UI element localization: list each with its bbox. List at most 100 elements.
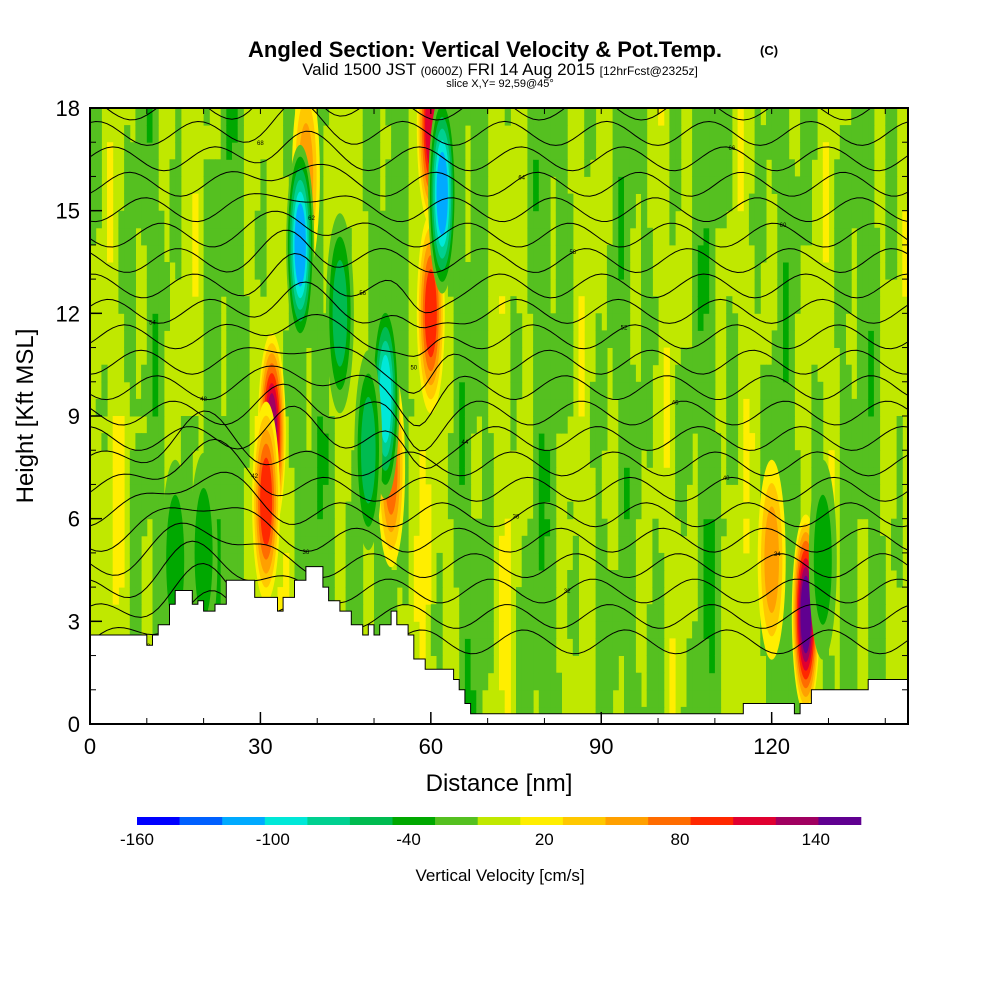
field-cell bbox=[345, 552, 352, 571]
isentrope-label: 70 bbox=[467, 101, 474, 107]
field-cell bbox=[862, 244, 869, 263]
field-cell bbox=[476, 313, 483, 331]
field-cell bbox=[868, 364, 875, 383]
field-cell bbox=[317, 262, 324, 280]
field-cell bbox=[737, 176, 744, 194]
field-cell bbox=[283, 330, 290, 348]
field-cell bbox=[464, 621, 472, 639]
field-cell bbox=[584, 125, 591, 143]
field-cell bbox=[158, 416, 165, 434]
field-cell bbox=[612, 142, 619, 160]
field-cell bbox=[828, 467, 835, 485]
field-cell bbox=[482, 227, 489, 246]
field-cell bbox=[714, 518, 722, 537]
field-cell bbox=[862, 279, 869, 297]
field-cell bbox=[629, 381, 636, 400]
field-cell bbox=[459, 193, 466, 212]
field-cell bbox=[567, 570, 574, 588]
field-cell bbox=[771, 159, 778, 177]
field-cell bbox=[203, 313, 210, 331]
field-cell bbox=[476, 176, 483, 194]
field-cell bbox=[550, 570, 557, 588]
field-cell bbox=[555, 689, 562, 708]
field-cell bbox=[624, 125, 631, 143]
field-cell bbox=[873, 262, 881, 280]
field-cell bbox=[464, 450, 472, 468]
field-cell bbox=[215, 227, 222, 246]
field-cell bbox=[788, 347, 795, 366]
field-cell bbox=[783, 587, 790, 605]
field-cell bbox=[288, 108, 295, 126]
field-cell bbox=[158, 210, 165, 229]
field-cell bbox=[311, 501, 318, 520]
field-cell bbox=[788, 570, 795, 588]
field-cell bbox=[459, 570, 466, 588]
field-cell bbox=[862, 193, 869, 212]
field-cell bbox=[578, 364, 585, 383]
field-cell bbox=[646, 672, 653, 691]
field-cell bbox=[158, 262, 165, 280]
x-tick-label: 30 bbox=[248, 734, 272, 759]
field-cell bbox=[215, 279, 222, 297]
field-cell bbox=[777, 347, 784, 366]
field-cell bbox=[606, 672, 614, 691]
field-cell bbox=[550, 587, 557, 605]
field-cell bbox=[618, 227, 625, 246]
field-cell bbox=[578, 381, 585, 400]
field-cell bbox=[464, 655, 472, 674]
field-cell bbox=[368, 330, 375, 348]
field-cell bbox=[629, 689, 636, 708]
field-cell bbox=[203, 244, 210, 263]
field-cell bbox=[845, 535, 852, 554]
field-cell bbox=[788, 655, 795, 674]
field-cell bbox=[516, 587, 523, 605]
field-cell bbox=[516, 313, 523, 331]
field-cell bbox=[777, 638, 784, 656]
field-cell bbox=[544, 416, 551, 434]
field-cell bbox=[391, 570, 398, 588]
isentrope-label: 52 bbox=[621, 325, 628, 331]
field-cell bbox=[158, 330, 165, 348]
field-cell bbox=[152, 570, 159, 588]
field-cell bbox=[368, 108, 375, 126]
field-cell bbox=[152, 262, 159, 280]
field-cell bbox=[714, 108, 722, 126]
field-cell bbox=[856, 125, 864, 143]
field-cell bbox=[624, 244, 631, 263]
field-cell bbox=[646, 689, 653, 708]
field-cell bbox=[538, 621, 545, 639]
field-cell bbox=[851, 484, 858, 502]
field-cell bbox=[669, 689, 676, 708]
field-cell bbox=[788, 193, 795, 212]
field-cell bbox=[879, 638, 886, 656]
field-cell bbox=[692, 638, 699, 656]
field-cell bbox=[856, 159, 864, 177]
field-cell bbox=[129, 227, 136, 246]
field-cell bbox=[538, 450, 545, 468]
field-cell bbox=[146, 296, 153, 314]
field-cell bbox=[709, 364, 716, 383]
field-cell bbox=[226, 552, 233, 571]
field-cell bbox=[805, 159, 812, 177]
field-cell bbox=[476, 535, 483, 554]
field-cell bbox=[459, 416, 466, 434]
field-cell bbox=[879, 621, 886, 639]
field-cell bbox=[362, 125, 369, 143]
field-cell bbox=[595, 381, 602, 400]
field-cell bbox=[476, 244, 483, 263]
field-cell bbox=[646, 621, 653, 639]
field-cell bbox=[232, 125, 239, 143]
field-cell bbox=[817, 398, 824, 417]
field-cell bbox=[141, 227, 148, 246]
field-cell bbox=[305, 467, 313, 485]
field-cell bbox=[385, 193, 392, 212]
field-cell bbox=[709, 621, 716, 639]
field-cell bbox=[487, 604, 494, 622]
field-cell bbox=[567, 296, 574, 314]
field-cell bbox=[209, 364, 216, 383]
field-cell bbox=[288, 330, 295, 348]
field-cell bbox=[203, 381, 210, 400]
field-cell bbox=[146, 313, 153, 331]
field-cell bbox=[447, 501, 455, 520]
field-cell bbox=[862, 142, 869, 160]
